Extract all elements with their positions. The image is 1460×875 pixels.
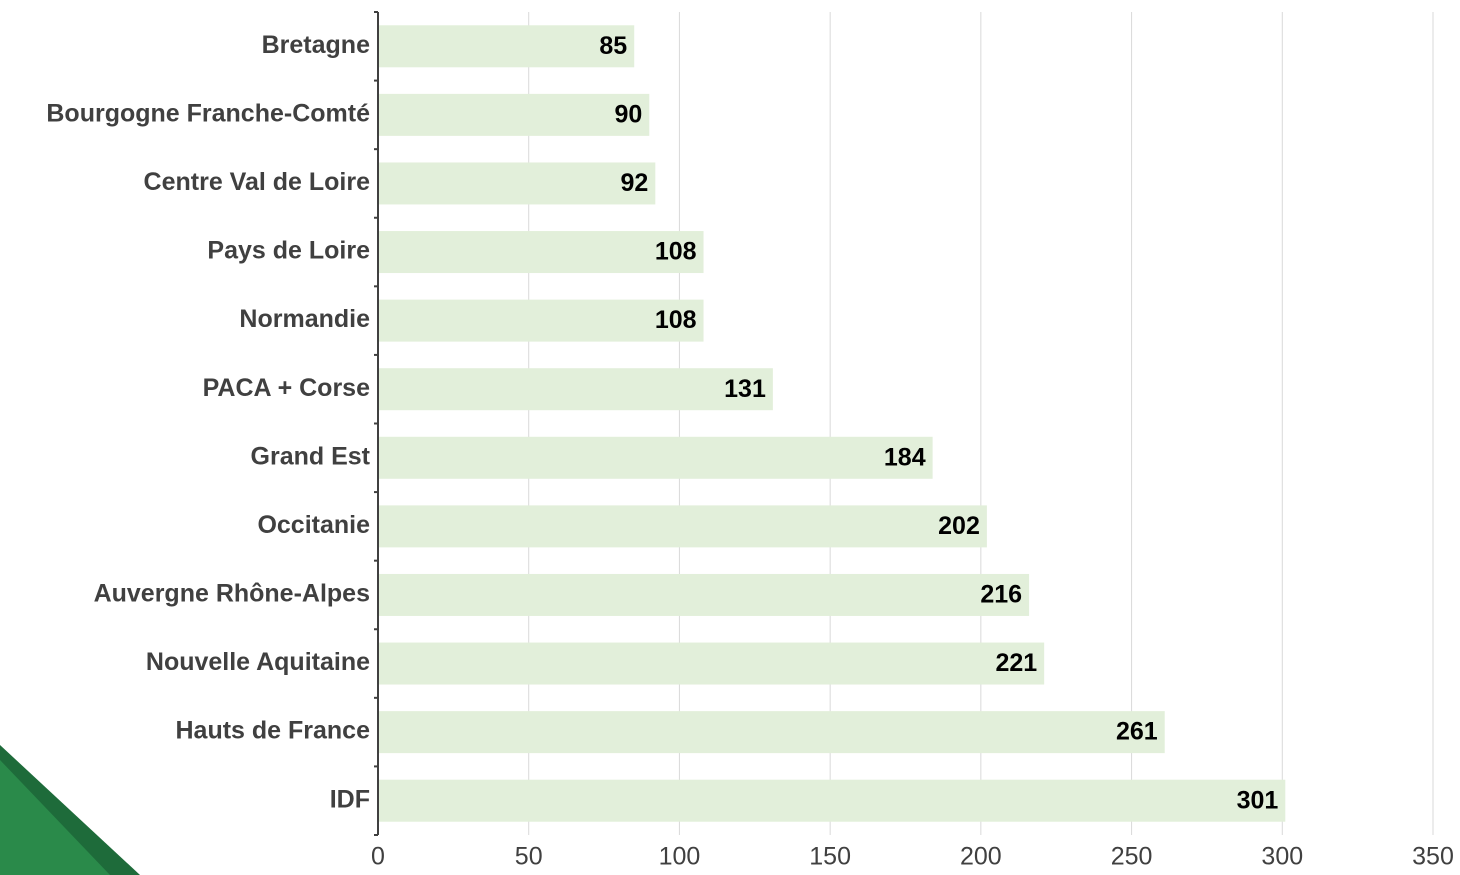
data-label: 85 <box>599 32 627 60</box>
bar <box>378 25 635 68</box>
bar <box>378 368 773 411</box>
x-tick-label: 0 <box>371 843 385 871</box>
y-tick-label: Bretagne <box>262 31 370 59</box>
bar <box>378 573 1030 616</box>
y-tick-label: Centre Val de Loire <box>144 168 371 196</box>
bar <box>378 436 933 479</box>
y-tick-label: Hauts de France <box>175 717 370 745</box>
x-tick-label: 150 <box>809 843 851 871</box>
data-label: 90 <box>614 100 642 128</box>
bar <box>378 93 650 136</box>
x-tick-label: 200 <box>960 843 1002 871</box>
y-tick-label: Auvergne Rhône-Alpes <box>94 580 370 608</box>
data-label: 261 <box>1116 718 1158 746</box>
data-label: 221 <box>995 649 1037 677</box>
bar <box>378 779 1286 822</box>
bar <box>378 231 704 274</box>
data-label: 131 <box>724 375 766 403</box>
x-tick-label: 350 <box>1412 843 1454 871</box>
x-tick-label: 300 <box>1261 843 1303 871</box>
y-tick-label: Nouvelle Aquitaine <box>146 648 370 676</box>
y-tick-label: PACA + Corse <box>203 374 371 402</box>
y-tick-label: Occitanie <box>257 511 370 539</box>
decor-triangle <box>0 760 110 875</box>
x-tick-label: 100 <box>659 843 701 871</box>
x-tick-label: 250 <box>1111 843 1153 871</box>
data-label: 108 <box>655 306 697 334</box>
y-tick-label: Normandie <box>239 305 370 333</box>
bar <box>378 162 656 205</box>
bar <box>378 711 1165 754</box>
x-tick-label: 50 <box>515 843 543 871</box>
data-label: 184 <box>884 443 926 471</box>
y-tick-label: IDF <box>330 785 370 813</box>
data-label: 301 <box>1237 786 1279 814</box>
bar <box>378 642 1045 685</box>
bar <box>378 299 704 342</box>
data-label: 108 <box>655 238 697 266</box>
data-label: 92 <box>621 169 649 197</box>
data-label: 202 <box>938 512 980 540</box>
y-tick-label: Pays de Loire <box>207 237 370 265</box>
y-tick-label: Grand Est <box>251 442 371 470</box>
y-tick-label: Bourgogne Franche-Comté <box>46 99 370 127</box>
data-label: 216 <box>980 581 1022 609</box>
bar <box>378 505 987 548</box>
